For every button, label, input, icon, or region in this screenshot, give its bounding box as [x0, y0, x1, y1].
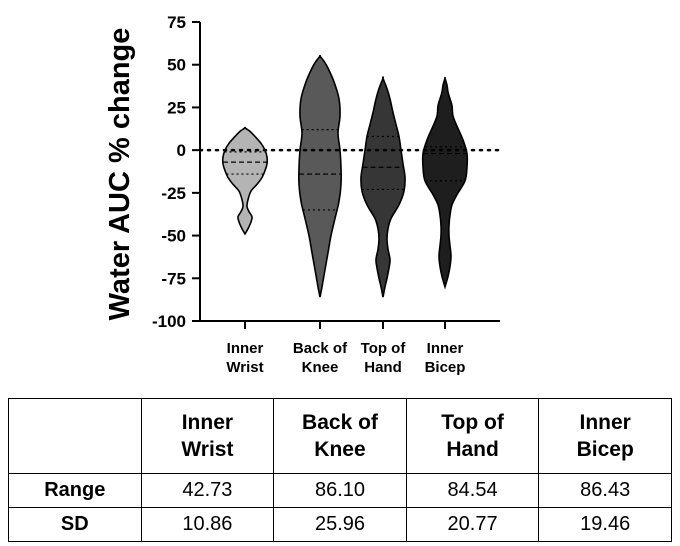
- stats-table: Inner Wrist Back of Knee Top of Hand Inner B…: [8, 398, 672, 542]
- table-header-row: Inner Wrist Back of Knee Top of Hand Inner B…: [8, 398, 672, 474]
- y-tick-label: -25: [161, 184, 186, 203]
- table-row-sd: SD 10.86 25.96 20.77 19.46: [8, 507, 672, 542]
- violin-group: [298, 54, 342, 298]
- table-header-back-of-knee: Back of Knee: [273, 398, 407, 474]
- table-row-label: Range: [8, 473, 142, 508]
- violin-shape: [221, 126, 269, 236]
- violin-shape: [298, 54, 342, 298]
- violin-group: [360, 76, 406, 298]
- x-axis: Inner Wrist Back of Knee Top of Hand Inner Bice…: [200, 320, 500, 376]
- y-tick-label: -75: [161, 269, 186, 288]
- y-tick-label: -100: [152, 312, 186, 331]
- x-tick-label: Top of Hand: [361, 340, 407, 376]
- y-axis-label: Water AUC % change: [104, 28, 136, 321]
- y-tick-label: -50: [161, 227, 186, 246]
- x-tick-label: Back of Knee: [293, 340, 348, 376]
- violin-chart: 75 50 25 0 -25 -50 -75 -100 Inner Wrist Back of Kn…: [104, 13, 502, 376]
- y-tick-label: 0: [177, 141, 186, 160]
- table-cell: 86.10: [273, 473, 407, 508]
- x-tick-label: Inner Wrist: [226, 340, 263, 376]
- table-header-top-of-hand: Top of Hand: [405, 398, 540, 474]
- table-corner-cell: [8, 398, 142, 474]
- violin-group: [421, 76, 469, 290]
- y-tick-label: 75: [167, 13, 186, 32]
- table-cell: 86.43: [538, 473, 672, 508]
- table-cell: 10.86: [140, 507, 275, 542]
- x-tick-label: Inner Bicep: [425, 340, 466, 376]
- table-header-inner-bicep: Inner Bicep: [538, 398, 672, 474]
- violin-shape: [360, 76, 406, 298]
- table-cell: 25.96: [273, 507, 407, 542]
- violin-group: [221, 126, 269, 236]
- y-axis: 75 50 25 0 -25 -50 -75 -100: [152, 13, 201, 331]
- table-header-inner-wrist: Inner Wrist: [140, 398, 275, 474]
- violin-shape: [421, 76, 469, 290]
- table-row-label: SD: [8, 507, 142, 542]
- table-cell: 19.46: [538, 507, 672, 542]
- table-cell: 84.54: [405, 473, 540, 508]
- table-cell: 42.73: [140, 473, 275, 508]
- violins: [221, 54, 469, 298]
- y-tick-label: 25: [167, 98, 186, 117]
- table-cell: 20.77: [405, 507, 540, 542]
- table-row-range: Range 42.73 86.10 84.54 86.43: [8, 473, 672, 508]
- y-tick-label: 50: [167, 56, 186, 75]
